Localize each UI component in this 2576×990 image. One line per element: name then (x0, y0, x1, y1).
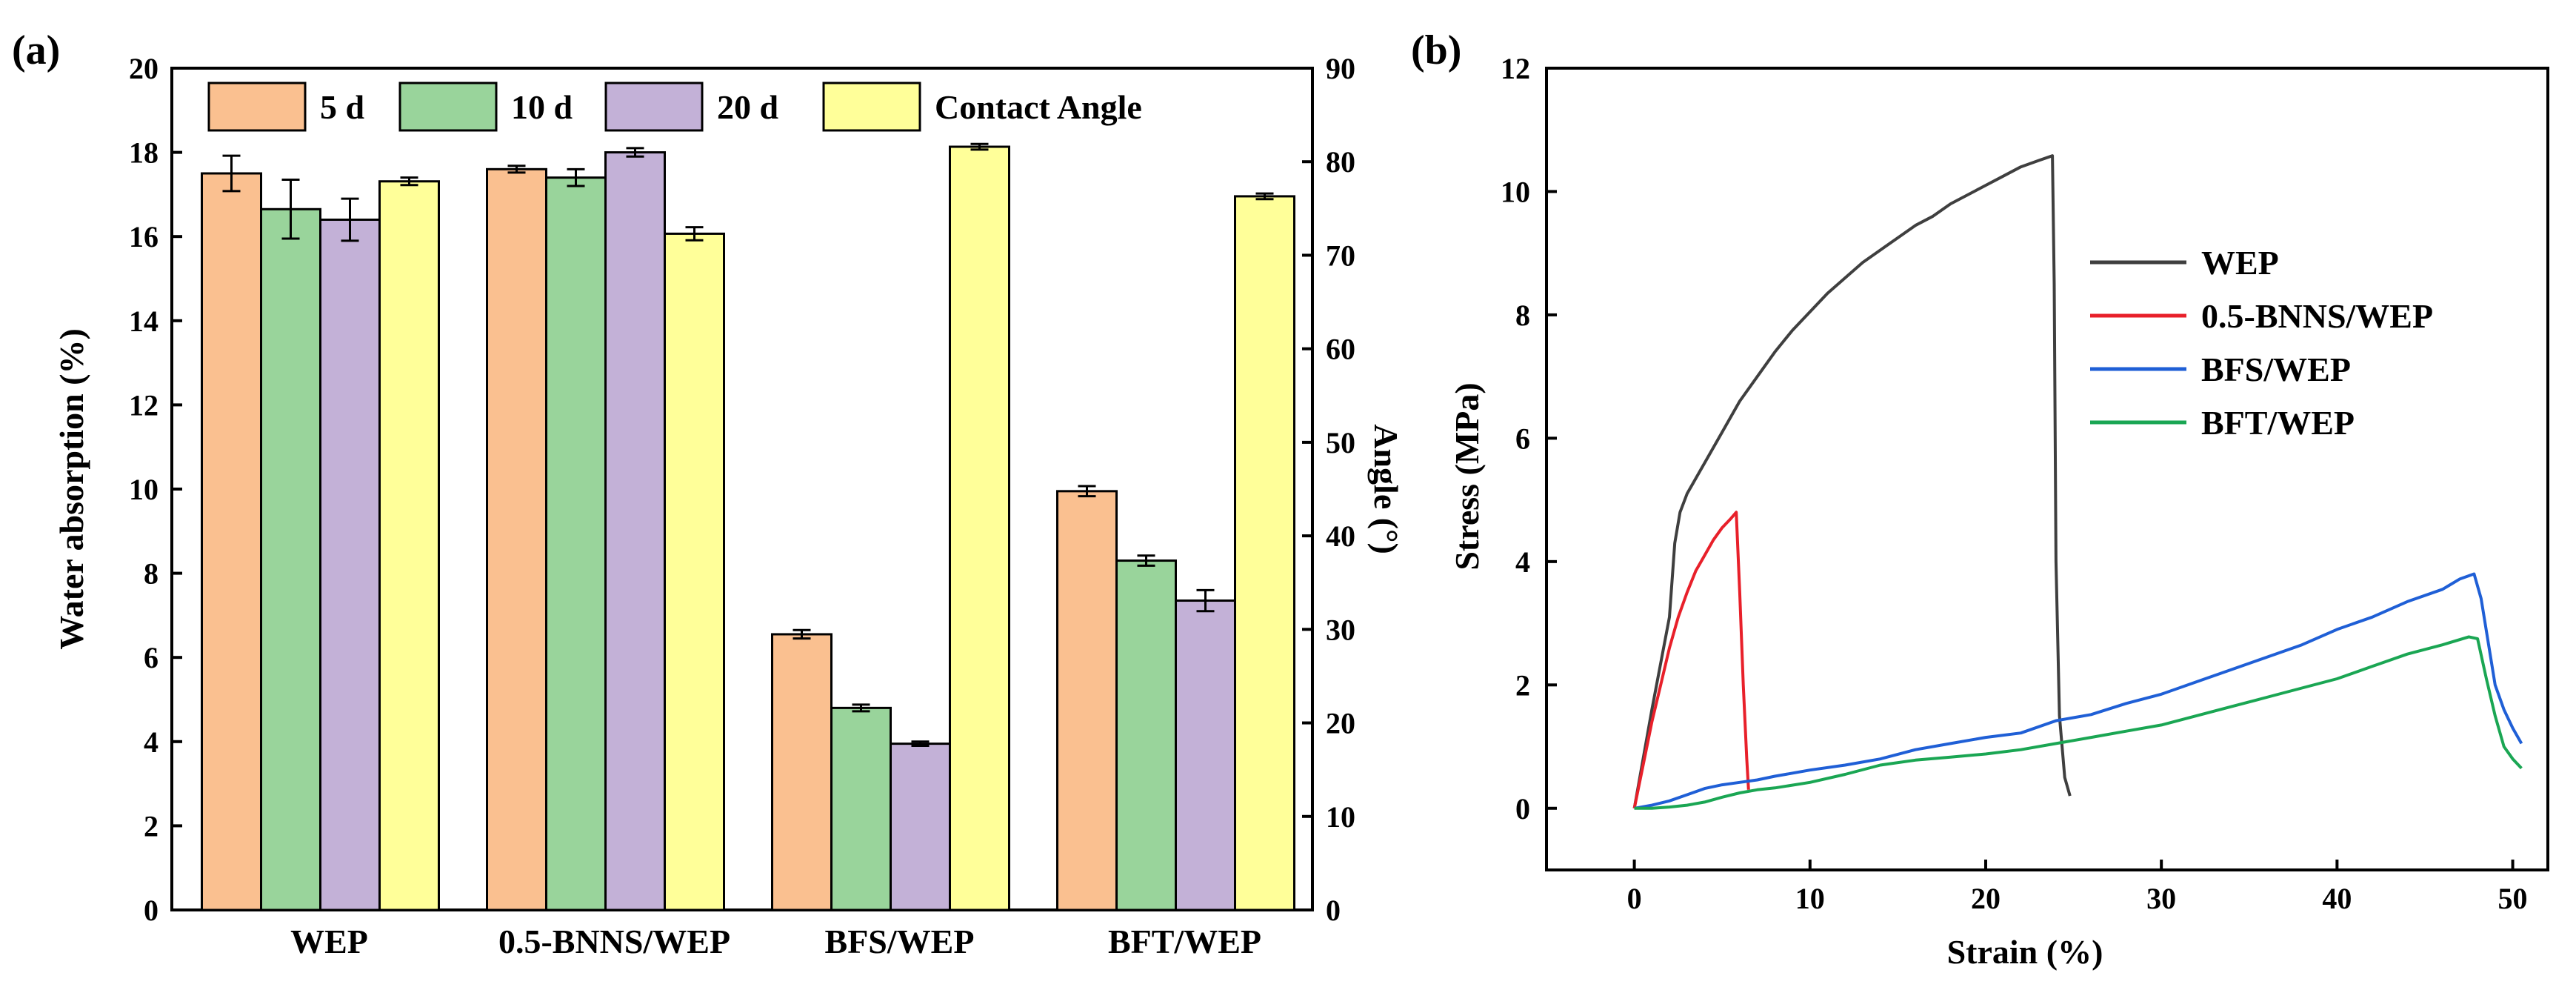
x-category-label: BFS/WEP (825, 923, 975, 960)
bar (1234, 195, 1295, 911)
x-category-label: BFT/WEP (1108, 923, 1261, 960)
legend-swatch (207, 82, 307, 132)
y2-tick-label: 0 (1326, 894, 1341, 927)
y2-tick-label: 60 (1326, 333, 1355, 366)
legend-swatch (822, 82, 921, 132)
y-tick-label: 6 (1515, 422, 1530, 455)
y-tick-label: 10 (1501, 175, 1530, 208)
legend-label: Contact Angle (935, 88, 1142, 126)
x-tick-label: 50 (2498, 882, 2528, 915)
y-tick-label: 20 (129, 52, 159, 85)
y-tick-label: 10 (129, 473, 159, 506)
bar-chart-water-absorption: 0 2 4 6 8 10 12 14 16 18 20 0 10 20 30 40 50 60 70 80 90 Wate… (53, 52, 1405, 960)
bar (771, 633, 832, 911)
y-tick-label: 8 (1515, 299, 1530, 332)
y-axis-title: Stress (MPa) (1448, 382, 1486, 570)
bar (378, 180, 440, 911)
legend-swatch (398, 82, 498, 132)
x-tick-label: 30 (2146, 882, 2176, 915)
y-tick-label: 6 (144, 641, 159, 674)
plot-frame-b (1545, 67, 2549, 871)
bar (201, 172, 262, 911)
y-tick-label: 4 (1515, 545, 1530, 579)
x-tick-label: 20 (1971, 882, 2001, 915)
bar (1056, 490, 1118, 911)
panel-a-label: (a) (12, 27, 60, 73)
bar (949, 145, 1010, 911)
bar (604, 151, 666, 911)
y-tick-label: 12 (1501, 52, 1530, 85)
legend-swatch (604, 82, 704, 132)
y-tick-label: 0 (144, 894, 159, 927)
y-tick-label: 12 (129, 388, 159, 422)
series-line (1634, 635, 2523, 810)
y2-tick-label: 10 (1326, 800, 1355, 834)
y2-tick-label: 70 (1326, 239, 1355, 272)
x-axis-title: Strain (%) (1947, 933, 2103, 971)
x-tick-label: 10 (1795, 882, 1825, 915)
series-line (1632, 154, 2072, 809)
bar (319, 218, 381, 911)
bar (1175, 599, 1236, 911)
y-tick-label: 2 (144, 809, 159, 843)
y2-tick-label: 20 (1326, 707, 1355, 740)
legend-label: 20 d (717, 88, 779, 126)
series-line (1632, 511, 1750, 809)
legend-label: BFS/WEP (2201, 351, 2351, 388)
bar (260, 207, 321, 911)
bar (1115, 559, 1177, 911)
series-line (1634, 572, 2523, 810)
x-category-label: WEP (290, 923, 368, 960)
y-tick-label: 14 (129, 305, 159, 338)
x-tick-label: 0 (1627, 882, 1642, 915)
x-category-label: 0.5-BNNS/WEP (498, 923, 730, 960)
bar (890, 742, 951, 911)
y-tick-label: 4 (144, 725, 159, 759)
legend-label: 0.5-BNNS/WEP (2201, 297, 2433, 335)
bar (486, 167, 547, 911)
bar (830, 706, 892, 911)
legend-label: WEP (2201, 244, 2279, 282)
y-tick-label: 8 (144, 557, 159, 591)
y2-axis-title: Angle (°) (1367, 424, 1405, 554)
x-tick-label: 40 (2322, 882, 2352, 915)
y2-tick-label: 80 (1326, 145, 1355, 179)
y-tick-label: 0 (1515, 792, 1530, 825)
y-axis-title: Water absorption (%) (53, 328, 90, 650)
legend-label: BFT/WEP (2201, 404, 2355, 442)
y-tick-label: 16 (129, 220, 159, 253)
y2-tick-label: 50 (1326, 426, 1355, 459)
y-tick-label: 2 (1515, 668, 1530, 702)
legend-label: 10 d (511, 88, 573, 126)
y2-tick-label: 40 (1326, 519, 1355, 553)
panel-b-label: (b) (1411, 27, 1461, 73)
bar (545, 176, 607, 911)
line-chart-stress-strain: 0 2 4 6 8 10 12 0 10 20 30 40 50 Strain (%) Stress (MP… (1448, 52, 2549, 971)
bar (664, 232, 725, 911)
legend-label: 5 d (320, 88, 365, 126)
y2-tick-label: 30 (1326, 613, 1355, 646)
y2-tick-label: 90 (1326, 52, 1355, 85)
y-tick-label: 18 (129, 136, 159, 170)
